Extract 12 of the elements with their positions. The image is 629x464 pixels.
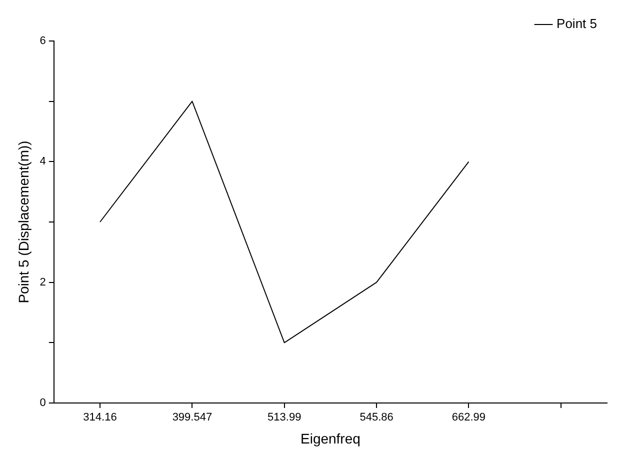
y-tick-label: 4	[40, 156, 46, 168]
y-axis-title: Point 5 (Displacement(m))	[15, 140, 32, 304]
y-tick-label: 6	[40, 35, 46, 48]
x-tick-label: 399.547	[172, 412, 212, 424]
x-tick-label: 545.86	[360, 412, 394, 424]
legend-label: Point 5	[556, 16, 598, 32]
y-tick-label: 2	[40, 276, 46, 288]
x-tick-label: 314.16	[83, 412, 117, 424]
x-tick-label: 662.99	[452, 412, 486, 424]
y-tick-label: 0	[40, 397, 46, 410]
x-tick-label: 513.99	[268, 412, 302, 424]
x-axis-title: Eigenfreq	[300, 430, 360, 446]
